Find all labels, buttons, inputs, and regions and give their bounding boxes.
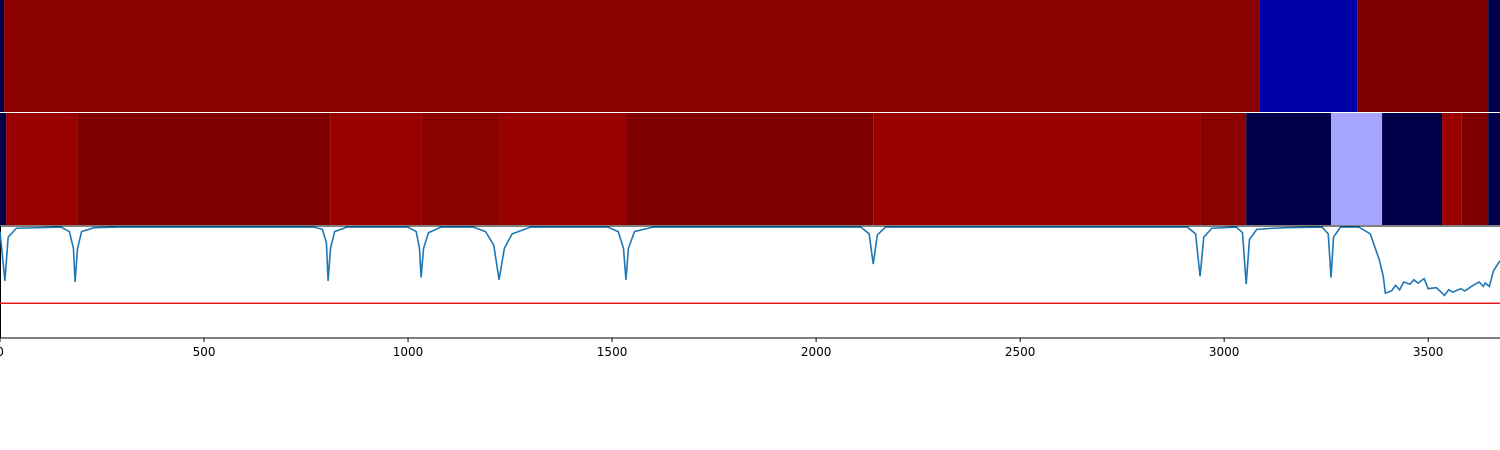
strip-segment <box>4 0 1260 112</box>
strip-segment <box>1461 113 1489 225</box>
strip-segment <box>1259 0 1358 112</box>
strip-segment <box>873 113 1201 225</box>
strip-segment <box>6 113 78 225</box>
strip-segment <box>77 113 331 225</box>
x-tick-label: 3000 <box>1209 345 1240 359</box>
strip-segment <box>1442 113 1462 225</box>
x-tick-label: 0 <box>0 345 4 359</box>
x-tick-label: 3500 <box>1413 345 1444 359</box>
x-tick-label: 1000 <box>393 345 424 359</box>
strip-segment <box>0 113 7 225</box>
strip-segment <box>421 113 500 225</box>
strip-segment <box>1200 113 1247 225</box>
strip-segment <box>499 113 626 225</box>
strip-segment <box>330 113 422 225</box>
data-line <box>0 226 1500 297</box>
strip-segment <box>625 113 874 225</box>
strip-segment <box>1382 113 1443 225</box>
x-tick-label: 2500 <box>1005 345 1036 359</box>
strip-segment <box>1331 113 1383 225</box>
x-tick-label: 2000 <box>801 345 832 359</box>
strip-segment <box>1488 0 1500 112</box>
strip-segment <box>1246 113 1332 225</box>
plot-frame <box>0 225 1500 339</box>
strip-segment <box>0 0 5 112</box>
x-tick-label: 500 <box>193 345 216 359</box>
strip-segment <box>1488 113 1500 225</box>
strip-segment <box>1357 0 1489 112</box>
x-tick-label: 1500 <box>597 345 628 359</box>
